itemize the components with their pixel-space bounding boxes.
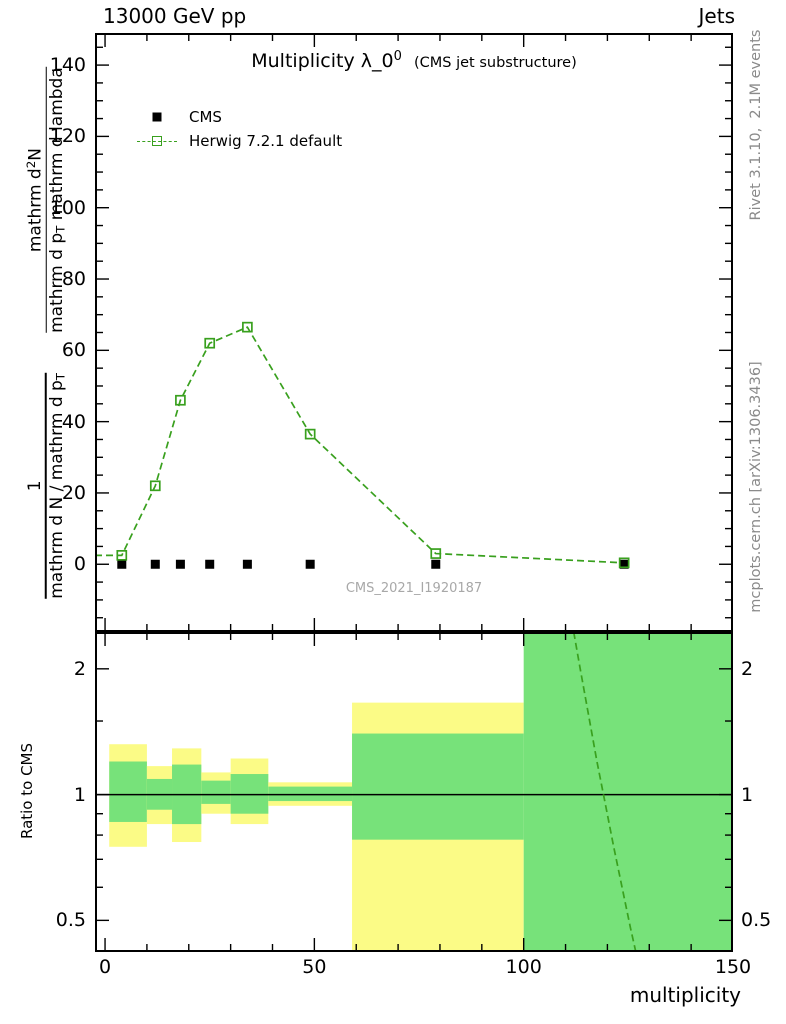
mcplots-reference-text: mcplots.cern.ch [arXiv:1306.3436] [748, 361, 764, 613]
legend-item-cms: CMS [137, 107, 342, 127]
ratio-y-axis-label: Ratio to CMS [18, 742, 36, 840]
tick-label: 2 [73, 657, 86, 680]
x-axis-label: multiplicity [629, 983, 741, 1007]
plot-title-superscript: 0 [393, 49, 402, 64]
legend-item-herwig: Herwig 7.2.1 default [137, 131, 342, 151]
ratio-plot-canvas [95, 632, 733, 952]
cms-marker-icon [137, 108, 177, 126]
herwig-marker-icon [137, 132, 177, 150]
tick-label: 50 [302, 956, 327, 978]
tick-label: 0 [99, 956, 112, 978]
legend-label-herwig: Herwig 7.2.1 default [189, 132, 343, 150]
tick-label: 40 [61, 410, 86, 433]
tick-label: 150 [714, 956, 752, 978]
legend: CMS Herwig 7.2.1 default [137, 107, 342, 151]
main-plot-panel: Multiplicity λ_00 (CMS jet substructure)… [95, 33, 733, 632]
tick-label: 120 [49, 125, 86, 148]
plot-title: Multiplicity λ_00 (CMS jet substructure) [95, 49, 733, 72]
watermark-analysis-id: CMS_2021_I1920187 [345, 581, 483, 596]
main-y-axis-label: 1 mathrm d N / mathrm d pT mathrm d2N ma… [2, 33, 90, 632]
legend-label-cms: CMS [189, 108, 222, 126]
tick-label: 140 [49, 54, 86, 77]
ratio-plot-panel [95, 632, 733, 952]
tick-label: 80 [61, 268, 86, 291]
rivet-version-text: Rivet 3.1.10, 2.1M events [748, 29, 764, 221]
tick-label: 2 [741, 657, 754, 680]
plot-title-note: (CMS jet substructure) [413, 55, 577, 71]
tick-label: 1 [73, 783, 86, 806]
tick-label: 1 [741, 783, 754, 806]
tick-label: 100 [49, 196, 86, 219]
tick-label: 0 [73, 553, 86, 576]
beam-energy-title: 13000 GeV pp [103, 4, 247, 28]
plot-title-main: Multiplicity λ_0 [251, 50, 394, 72]
tick-label: 100 [505, 956, 542, 978]
tick-label: 60 [61, 339, 86, 362]
tick-label: 0.5 [741, 909, 772, 932]
analysis-group-title: Jets [698, 4, 735, 28]
tick-label: 20 [61, 481, 86, 504]
main-plot-canvas [95, 33, 733, 632]
tick-label: 0.5 [55, 909, 86, 932]
